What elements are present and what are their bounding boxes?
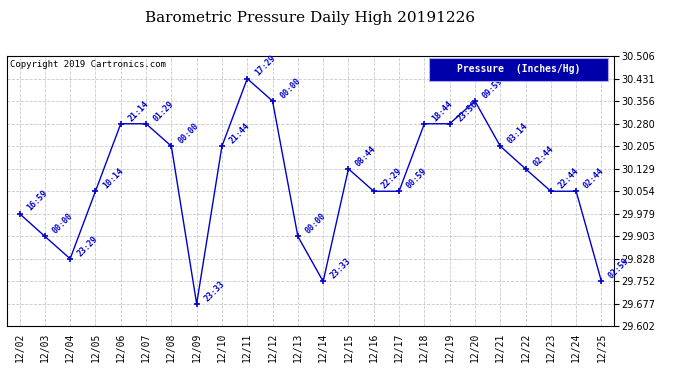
Text: 09:59: 09:59 — [480, 76, 504, 100]
Text: 02:59: 02:59 — [607, 256, 631, 280]
Text: 16:59: 16:59 — [25, 189, 49, 213]
Text: 23:56: 23:56 — [455, 99, 480, 123]
Text: 00:59: 00:59 — [404, 166, 428, 190]
Text: 23:33: 23:33 — [202, 279, 226, 303]
Text: 22:44: 22:44 — [556, 166, 580, 190]
Text: 17:29: 17:29 — [253, 54, 277, 78]
Bar — [429, 58, 608, 81]
Text: Barometric Pressure Daily High 20191226: Barometric Pressure Daily High 20191226 — [146, 11, 475, 25]
Text: 00:00: 00:00 — [50, 211, 75, 236]
Text: Copyright 2019 Cartronics.com: Copyright 2019 Cartronics.com — [10, 60, 166, 69]
Text: 02:44: 02:44 — [582, 166, 606, 190]
Text: 10:14: 10:14 — [101, 166, 125, 190]
Text: 18:44: 18:44 — [430, 99, 454, 123]
Text: 00:00: 00:00 — [304, 211, 328, 236]
Text: 23:33: 23:33 — [328, 256, 353, 280]
Text: 22:29: 22:29 — [380, 166, 404, 190]
Text: 23:29: 23:29 — [76, 234, 100, 258]
Text: 00:00: 00:00 — [177, 122, 201, 146]
Text: 01:29: 01:29 — [152, 99, 176, 123]
Text: 08:44: 08:44 — [354, 144, 378, 168]
Text: 21:14: 21:14 — [126, 99, 150, 123]
Text: 02:44: 02:44 — [531, 144, 555, 168]
Text: 21:44: 21:44 — [228, 122, 252, 146]
Text: 00:00: 00:00 — [278, 76, 302, 100]
Text: 03:14: 03:14 — [506, 122, 530, 146]
Text: Pressure  (Inches/Hg): Pressure (Inches/Hg) — [457, 64, 580, 74]
